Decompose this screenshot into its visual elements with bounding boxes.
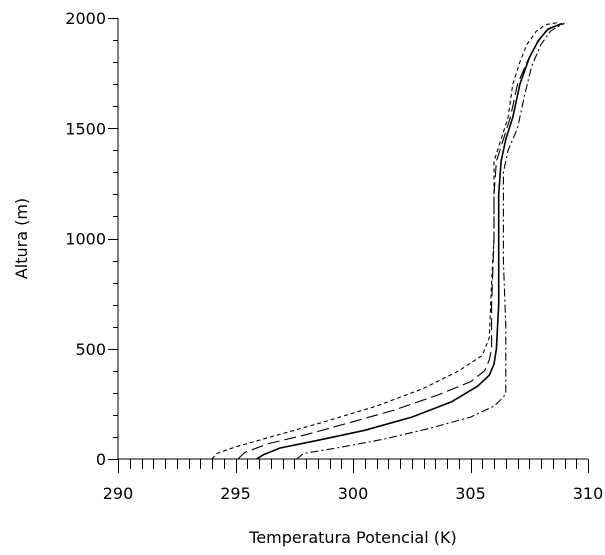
series-line-solid (256, 22, 563, 460)
y-tick-label: 500 (75, 340, 106, 359)
y-axis-tick-labels: 0 500 1000 1500 2000 (65, 9, 106, 469)
series-layer (211, 21, 565, 460)
y-axis-ticks (108, 18, 118, 460)
x-axis-tick-labels: 290 295 300 305 310 (103, 484, 604, 503)
series-line-dashed-short (211, 21, 560, 460)
x-tick-label: 310 (573, 484, 604, 503)
axes-layer: 290 295 300 305 310 0 500 1000 1500 2000 (65, 9, 603, 503)
x-axis-ticks (118, 459, 589, 473)
series-line-dashed-long (237, 22, 565, 460)
y-tick-label: 0 (96, 450, 106, 469)
x-tick-label: 295 (220, 484, 251, 503)
y-tick-label: 1000 (65, 230, 106, 249)
x-tick-label: 300 (338, 484, 369, 503)
y-axis-title: Altura (m) (12, 198, 31, 279)
x-axis-title: Temperatura Potencial (K) (248, 528, 456, 547)
y-tick-label: 1500 (65, 119, 106, 138)
x-tick-label: 290 (103, 484, 134, 503)
x-tick-label: 305 (455, 484, 486, 503)
y-tick-label: 2000 (65, 9, 106, 28)
series-line-dash-dot (296, 23, 565, 460)
